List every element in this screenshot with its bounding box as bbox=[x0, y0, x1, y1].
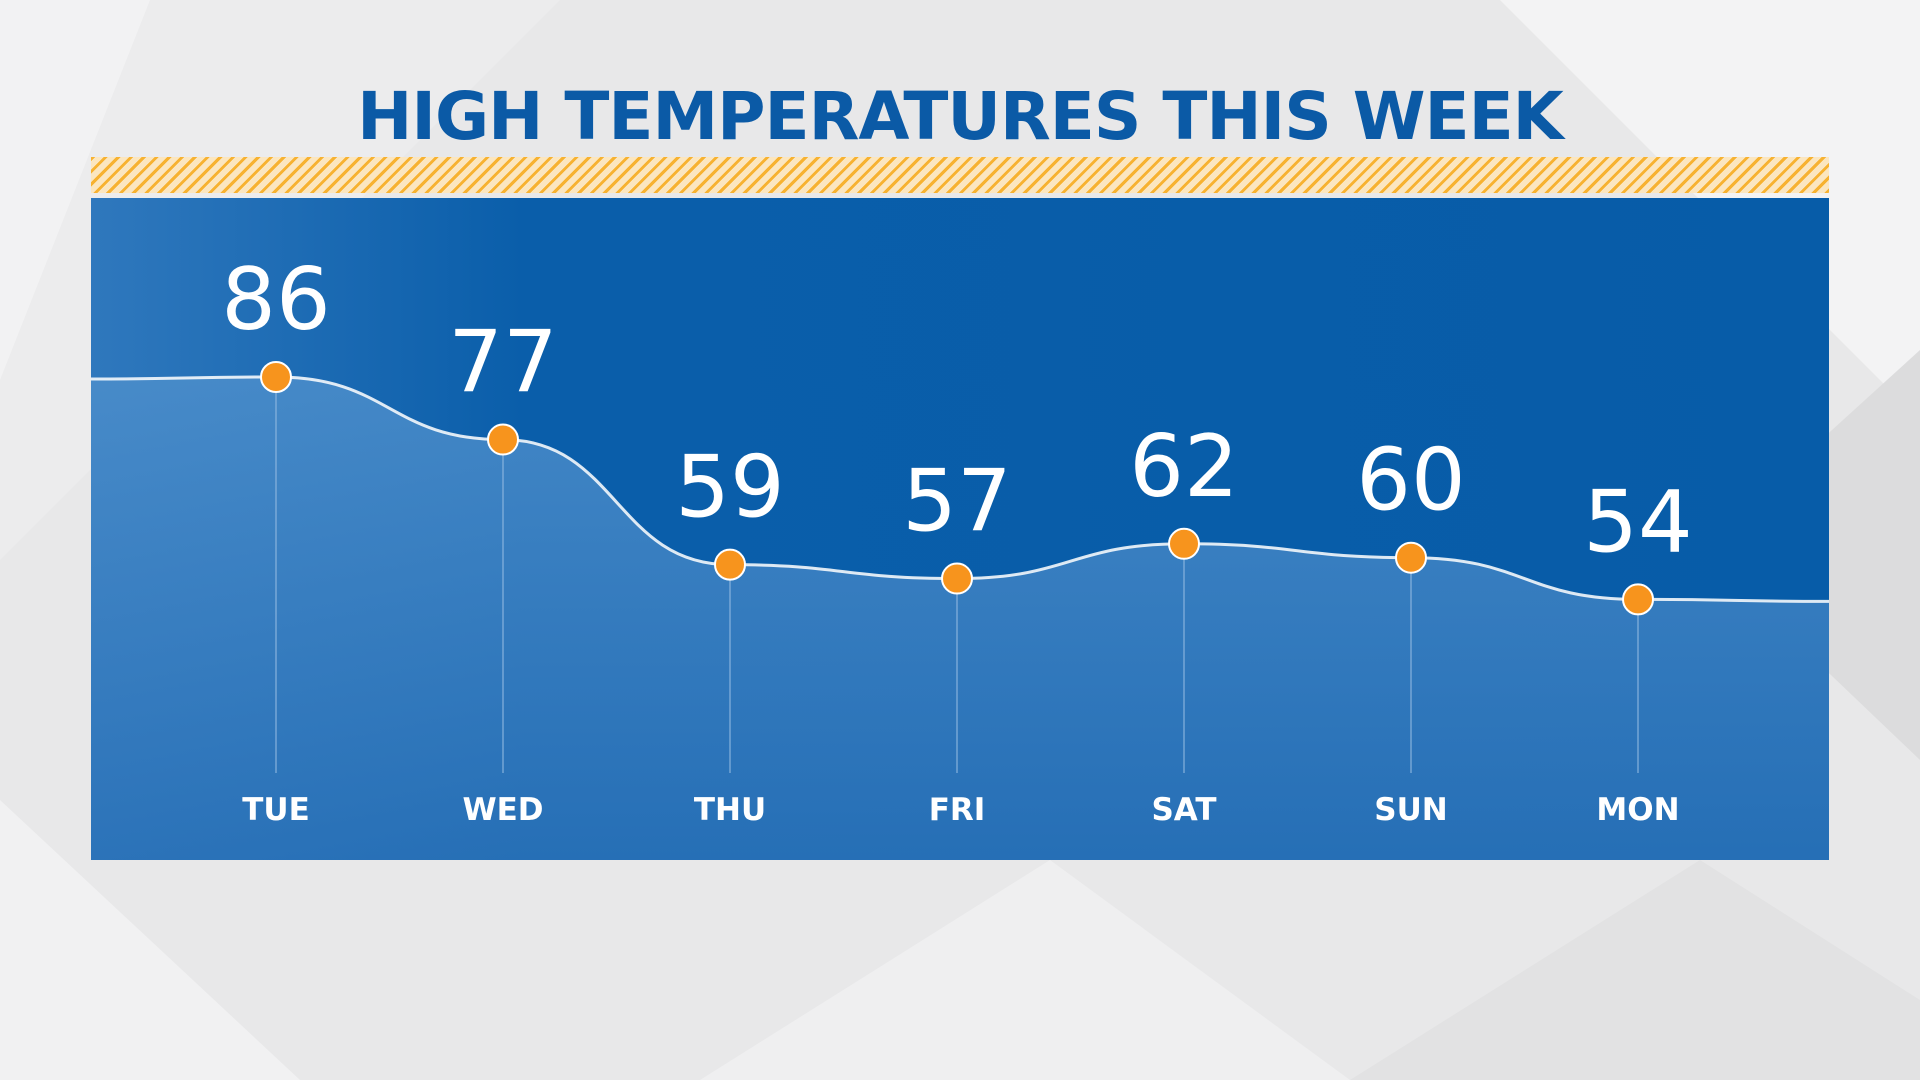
day-label-fri: FRI bbox=[929, 792, 986, 828]
value-labels: 86 77 59 57 62 60 54 bbox=[221, 250, 1692, 572]
value-label-wed: 77 bbox=[448, 313, 557, 413]
stem-lines bbox=[275, 377, 1639, 773]
day-label-thu: THU bbox=[694, 792, 766, 828]
marker-sat bbox=[1168, 527, 1200, 560]
value-label-thu: 59 bbox=[675, 438, 784, 538]
day-label-tue: TUE bbox=[242, 792, 310, 828]
day-label-sun: SUN bbox=[1374, 792, 1447, 828]
chart-title: HIGH TEMPERATURES THIS WEEK bbox=[357, 78, 1564, 155]
hatched-divider bbox=[91, 157, 1829, 193]
value-label-sun: 60 bbox=[1356, 431, 1465, 531]
day-label-sat: SAT bbox=[1151, 792, 1216, 828]
temperature-area bbox=[91, 377, 1829, 860]
day-labels: TUE WED THU FRI SAT SUN MON bbox=[242, 792, 1679, 828]
marker-tue bbox=[260, 361, 292, 393]
marker-fri bbox=[941, 562, 973, 595]
day-label-wed: WED bbox=[462, 792, 543, 828]
value-label-sat: 62 bbox=[1129, 417, 1238, 517]
marker-sun bbox=[1395, 541, 1427, 574]
value-label-fri: 57 bbox=[902, 452, 1011, 552]
value-label-mon: 54 bbox=[1583, 472, 1692, 572]
temperature-chart: 86 77 59 57 62 60 54 TUE WED THU FRI SAT SUN MON bbox=[91, 198, 1829, 860]
day-label-mon: MON bbox=[1596, 792, 1679, 828]
marker-mon bbox=[1622, 583, 1654, 616]
data-markers bbox=[260, 361, 1654, 616]
value-label-tue: 86 bbox=[221, 250, 330, 350]
marker-thu bbox=[714, 548, 746, 581]
marker-wed bbox=[487, 423, 519, 456]
